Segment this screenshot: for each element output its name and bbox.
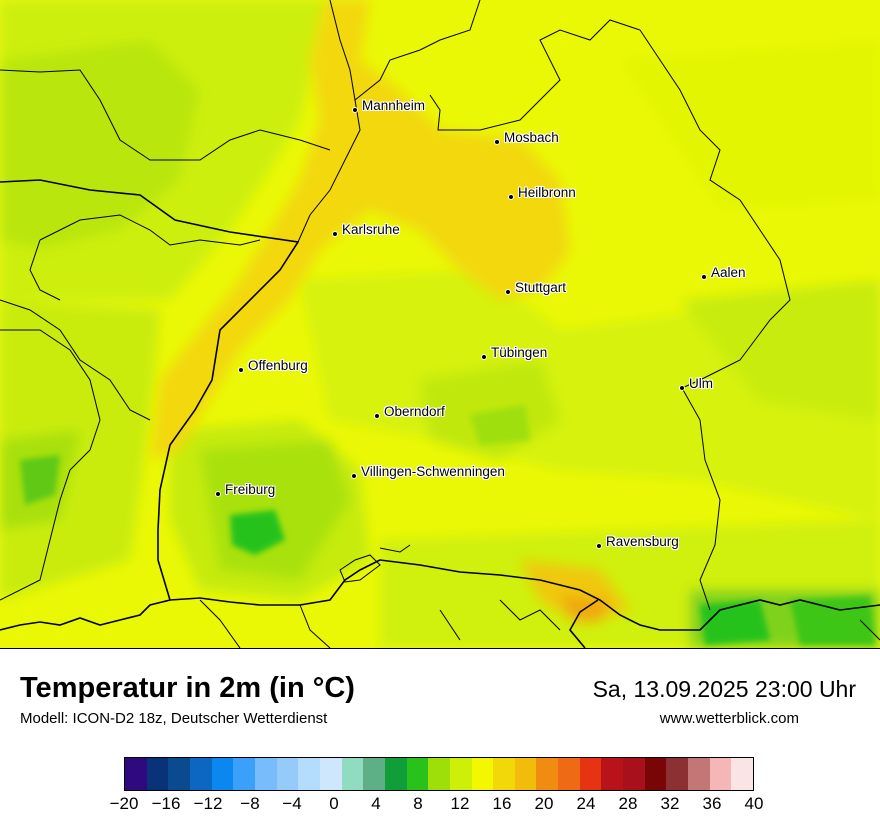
city-dot-icon [481, 354, 487, 360]
city-dot-icon [332, 231, 338, 237]
legend-swatch [298, 758, 320, 790]
city-label: Aalen [711, 265, 746, 280]
city-label: Freiburg [225, 482, 276, 497]
color-legend [124, 757, 754, 791]
legend-swatch [125, 758, 147, 790]
legend-swatch [514, 758, 537, 790]
city-dot-icon [679, 385, 685, 391]
city-label: Offenburg [248, 358, 308, 373]
legend-tick-label: −16 [151, 794, 181, 813]
legend-swatch [493, 758, 515, 790]
legend-tick-label: 16 [492, 794, 512, 813]
legend-swatch [189, 758, 212, 790]
legend-swatch [233, 758, 255, 790]
city-label: Oberndorf [384, 404, 445, 419]
city-dot-icon [505, 289, 511, 295]
legend-swatch [666, 758, 689, 790]
legend-swatch [319, 758, 342, 790]
city-dot-icon [352, 107, 358, 113]
city-label: Tübingen [491, 345, 548, 360]
color-legend-ticks: −20 −16 −12 −8 −4 0 4 8 12 16 20 24 28 32 36 40 [110, 794, 764, 824]
legend-swatch [731, 758, 754, 790]
legend-swatch [709, 758, 732, 790]
city-label: Mannheim [362, 98, 426, 113]
legend-tick-label: 0 [329, 794, 339, 813]
legend-tick-label: −8 [240, 794, 260, 813]
legend-swatch [211, 758, 234, 790]
legend-swatch [623, 758, 645, 790]
map-title: Temperatur in 2m (in °C) [20, 672, 355, 704]
city-dot-icon [238, 367, 244, 373]
legend-swatch [644, 758, 667, 790]
legend-tick-label: 8 [413, 794, 423, 813]
legend-tick-label: −20 [109, 794, 139, 813]
city-dot-icon [215, 491, 221, 497]
legend-swatch [558, 758, 580, 790]
legend-swatch [471, 758, 494, 790]
forecast-datetime: Sa, 13.09.2025 23:00 Uhr [592, 676, 856, 702]
temperature-map: Mannheim Mosbach Heilbronn Karlsruhe Stuttga… [0, 0, 880, 649]
legend-swatch [363, 758, 385, 790]
city-label: Heilbronn [518, 185, 576, 200]
city-label: Karlsruhe [342, 222, 400, 237]
state-borders [0, 0, 880, 649]
map-canvas [0, 0, 880, 649]
city-label: Villingen-Schwenningen [361, 464, 505, 479]
legend-tick-label: 40 [744, 794, 764, 813]
legend-swatch [254, 758, 277, 790]
legend-swatch [146, 758, 169, 790]
legend-swatch [428, 758, 450, 790]
legend-swatch [406, 758, 429, 790]
legend-swatch [688, 758, 710, 790]
temperature-field-greens [20, 405, 875, 645]
city-dot-icon [596, 543, 602, 549]
city-label: Stuttgart [515, 280, 567, 295]
legend-tick-label: 28 [618, 794, 638, 813]
legend-swatch [536, 758, 559, 790]
legend-swatch [579, 758, 602, 790]
legend-tick-label: 32 [660, 794, 680, 813]
legend-swatch [168, 758, 190, 790]
legend-tick-label: 4 [371, 794, 381, 813]
city-dot-icon [351, 473, 357, 479]
legend-swatch [601, 758, 624, 790]
legend-tick-label: 12 [450, 794, 470, 813]
legend-tick-label: 24 [576, 794, 596, 813]
legend-tick-label: 36 [702, 794, 722, 813]
city-dot-icon [494, 139, 500, 145]
city-label: Ulm [689, 376, 713, 391]
legend-swatch [449, 758, 472, 790]
legend-tick-label: 20 [534, 794, 554, 813]
city-label: Ravensburg [606, 534, 679, 549]
city-label: Mosbach [504, 130, 559, 145]
model-info: Modell: ICON-D2 18z, Deutscher Wetterdie… [20, 710, 328, 727]
city-dot-icon [374, 413, 380, 419]
legend-tick-label: −4 [282, 794, 302, 813]
city-dot-icon [508, 194, 514, 200]
legend-tick-label: −12 [193, 794, 223, 813]
legend-swatch [341, 758, 364, 790]
legend-swatch [276, 758, 299, 790]
website-link[interactable]: www.wetterblick.com [659, 710, 799, 727]
city-dot-icon [701, 274, 707, 280]
legend-swatch [384, 758, 407, 790]
